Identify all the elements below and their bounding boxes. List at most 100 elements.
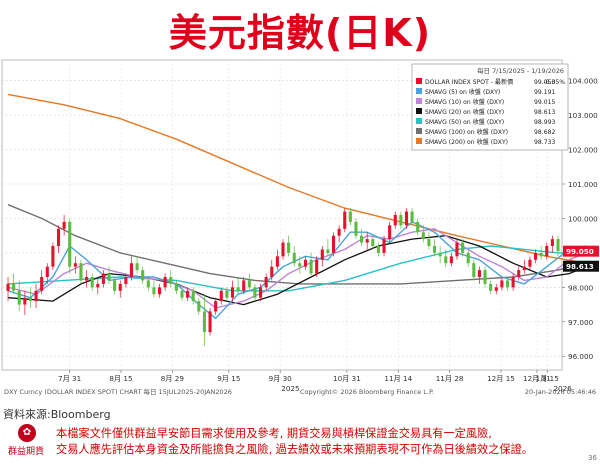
candle-body [23,297,27,305]
candle-body [303,259,307,267]
legend-value: 99.050 [534,79,555,86]
candle-body [219,290,223,302]
candle-body [135,263,139,271]
candle-body [242,280,246,291]
candle-body [444,256,448,264]
candle-body [163,277,167,288]
candle-body [90,277,94,288]
disclaimer-line-2: 交易人應先評估本身資金及所能擔負之風險, 過去績效或未來預期表現不可作為日後績效… [56,443,533,456]
candle-body [466,252,470,264]
candle-body [34,290,38,302]
candle-body [146,280,150,288]
legend-swatch [416,98,422,104]
candle-body [275,256,279,267]
candle-body [141,270,145,281]
candle-body [404,211,409,226]
y-tick-label: 100.000 [568,214,598,223]
legend-swatch [416,108,422,114]
x-tick-label: 11月 28 [436,374,464,383]
candle-body [281,242,285,257]
chart-footer-center: Copyright© 2026 Bloomberg Finance L.P. [300,388,434,396]
dxy-daily-chart: 104.000103.000102.000101.000100.00099.00… [0,52,600,398]
chart-footer-left: DXY Curncy (DOLLAR INDEX SPOT) CHART 每日 … [4,387,232,396]
y-tick-label: 102.000 [568,146,598,155]
chart-panel: 104.000103.000102.000101.000100.00099.00… [0,52,600,398]
candle-body [236,287,240,291]
candle-body [427,239,431,246]
candle-body [309,259,313,274]
candle-body [416,221,420,233]
candle-body [455,242,459,257]
candle-body [432,246,437,253]
candle-body [186,290,190,298]
candle-body [51,246,55,267]
legend-swatch [416,78,422,84]
candle-body [107,273,111,281]
candle-body [73,263,77,267]
candle-body [343,211,347,229]
series-line [7,245,587,292]
legend-box [411,63,569,151]
legend-value: 99.191 [534,89,555,96]
x-tick-label: 8月 15 [109,374,132,383]
x-tick-label: 9月 30 [269,374,293,383]
y-tick-label: 97.000 [568,318,594,327]
legend-change: -0.35% [543,79,565,86]
candle-body [113,280,117,291]
candle-body [421,232,425,240]
candle-body [157,287,162,295]
candle-body [264,277,268,288]
candle-body [208,311,212,333]
candle-body [354,221,358,236]
candle-body [539,252,543,257]
candle-body [382,239,386,253]
candle-body [169,277,173,284]
candle-body [202,311,206,333]
candle-body [56,228,61,246]
candle-body [371,239,375,246]
legend-swatch [416,138,422,144]
legend-value: 98.733 [534,139,555,146]
candle-body [101,273,105,284]
price-badge-label: 98.613 [566,262,594,271]
legend-label: SMAVG (100) on 收盤 (DXY) [425,128,508,136]
x-tick-label: 8月 29 [161,374,185,383]
candle-body [96,283,100,288]
candle-body [247,280,251,288]
candle-body [556,239,560,252]
candle-body [270,266,274,277]
company-logo: ✿ 群益期貨 [4,424,48,460]
legend-swatch [416,128,422,134]
candle-body [494,287,498,291]
chart-legend: 每日 7/15/2025 - 1/19/2026 DOLLAR INDEX SPO… [411,63,569,151]
risk-disclaimer: 本檔案文件僅供群益早安節目需求使用及參考, 期貨交易與槓桿保證金交易具有一定風險… [56,426,596,458]
y-tick-label: 101.000 [568,180,598,189]
x-tick-label: 12月 31 [523,374,551,383]
legend-swatch [416,118,422,124]
candle-body [360,235,364,243]
candle-body [376,246,380,253]
candle-body [550,239,554,246]
legend-label: SMAVG (200) on 收盤 (DXY) [425,138,508,146]
candle-body [477,270,481,277]
y-tick-label: 103.000 [568,111,598,120]
candle-body [191,290,195,302]
candle-body [534,252,538,260]
price-badge [563,260,599,272]
candle-body [28,297,32,302]
candle-body [388,225,392,240]
candle-body [129,263,134,277]
candle-body [315,259,319,274]
legend-value: 98.613 [534,109,555,116]
candle-body [62,221,66,229]
candle-body [253,287,257,298]
candle-body [174,283,178,291]
candle-body [225,290,229,298]
data-source: 資料來源:Bloomberg [3,408,111,421]
logo-text: 群益期貨 [7,447,44,457]
candle-body [545,246,549,257]
candle-body [287,242,291,253]
legend-label: SMAVG (20) on 收盤 (DXY) [425,108,504,116]
legend-header: 每日 7/15/2025 - 1/19/2026 [477,66,564,75]
x-year-label: 2025 [281,384,299,393]
